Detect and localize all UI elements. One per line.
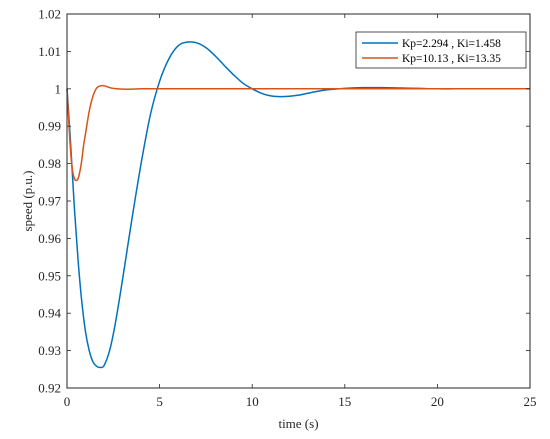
x-tick-label: 5 <box>156 394 163 409</box>
y-tick-label: 1 <box>55 81 62 96</box>
y-tick-label: 0.95 <box>38 268 61 283</box>
legend: Kp=2.294 , Ki=1.458 Kp=10.13 , Ki=13.35 <box>356 32 526 68</box>
x-tick-label: 20 <box>431 394 444 409</box>
x-tick-label: 0 <box>64 394 71 409</box>
y-tick-label: 0.94 <box>38 306 61 321</box>
y-tick-label: 0.99 <box>38 119 61 134</box>
plot-area <box>67 14 530 388</box>
y-tick-label: 0.96 <box>38 231 61 246</box>
y-tick-label: 1.02 <box>38 7 61 22</box>
x-axis-label: time (s) <box>278 416 318 431</box>
y-tick-label: 1.01 <box>38 44 61 59</box>
y-tick-label: 0.97 <box>38 194 61 209</box>
legend-label-series-2: Kp=10.13 , Ki=13.35 <box>402 53 501 65</box>
y-axis-label: speed (p.u.) <box>20 170 35 231</box>
x-tick-label: 25 <box>524 394 537 409</box>
y-tick-label: 0.93 <box>38 343 61 358</box>
y-tick-label: 0.98 <box>38 156 61 171</box>
x-tick-label: 10 <box>246 394 259 409</box>
legend-label-series-1: Kp=2.294 , Ki=1.458 <box>402 38 501 50</box>
x-tick-label: 15 <box>338 394 351 409</box>
y-tick-label: 0.92 <box>38 381 61 396</box>
